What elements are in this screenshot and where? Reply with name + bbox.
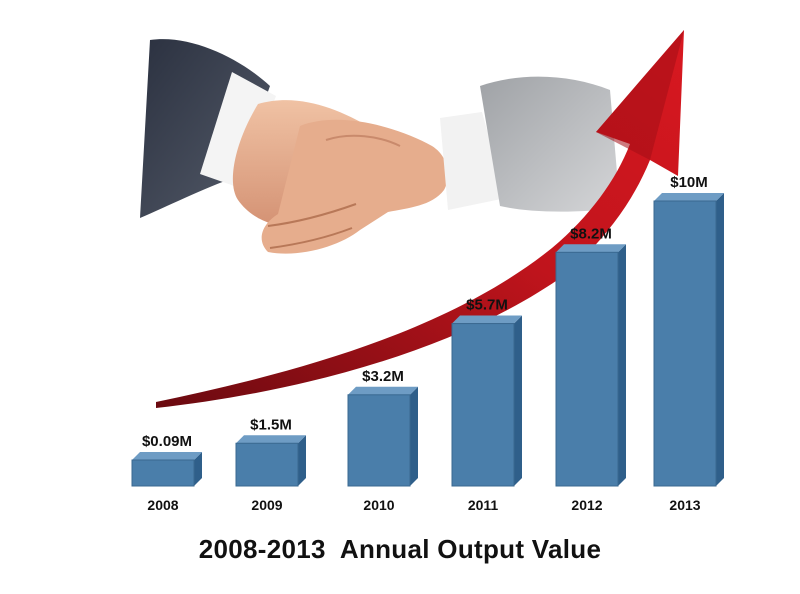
bar-front: [654, 201, 716, 486]
bar-top: [556, 244, 626, 253]
bar-2012: $8.2M 2012: [555, 225, 626, 513]
bar-side: [716, 193, 724, 486]
chart-title: 2008-2013 Annual Output Value: [198, 534, 602, 564]
bar-front: [556, 252, 618, 486]
bar-2011: $5.7M 2011: [451, 297, 522, 513]
value-label: $3.2M: [362, 368, 404, 385]
bar-top: [348, 386, 418, 395]
value-label: $0.09M: [142, 433, 192, 450]
bar-side: [514, 315, 522, 486]
category-label: 2009: [251, 497, 282, 513]
bar-outline: [131, 459, 195, 487]
category-label: 2008: [147, 497, 178, 513]
bar-side: [194, 452, 202, 486]
category-label: 2012: [571, 497, 602, 513]
bar-2009: $1.5M 2009: [235, 416, 306, 513]
bar-front: [452, 323, 514, 486]
bar-side: [618, 244, 626, 486]
bar-outline: [555, 251, 619, 487]
bar-2010: $3.2M 2010: [347, 368, 418, 513]
bar-side: [298, 435, 306, 486]
bar-top: [236, 435, 306, 444]
handshake-icon: [140, 39, 620, 254]
value-label: $1.5M: [250, 416, 292, 433]
bar-top: [452, 315, 522, 324]
value-label: $10M: [670, 174, 708, 191]
bar-side: [410, 386, 418, 486]
bar-top: [132, 452, 202, 460]
category-label: 2010: [363, 497, 394, 513]
bar-outline: [451, 323, 515, 487]
bar-top: [654, 193, 724, 201]
value-label: $5.7M: [466, 297, 508, 314]
bar-front: [132, 460, 194, 486]
bar-2008: $0.09M 2008: [131, 433, 202, 513]
bar-front: [236, 443, 298, 486]
value-label: $8.2M: [570, 225, 612, 242]
bar-2013: $10M 2013: [653, 174, 724, 513]
trend-arrow-icon: [156, 30, 684, 408]
bar-outline: [653, 200, 717, 487]
bar-front: [348, 394, 410, 486]
bar-outline: [347, 394, 411, 487]
bar-outline: [235, 442, 299, 487]
category-label: 2011: [468, 497, 499, 513]
bars-layer: $0.09M 2008 $1.5M 2009 $3.2M 2010 $5.7M 2011 $8.…: [131, 174, 724, 513]
category-label: 2013: [669, 497, 700, 513]
